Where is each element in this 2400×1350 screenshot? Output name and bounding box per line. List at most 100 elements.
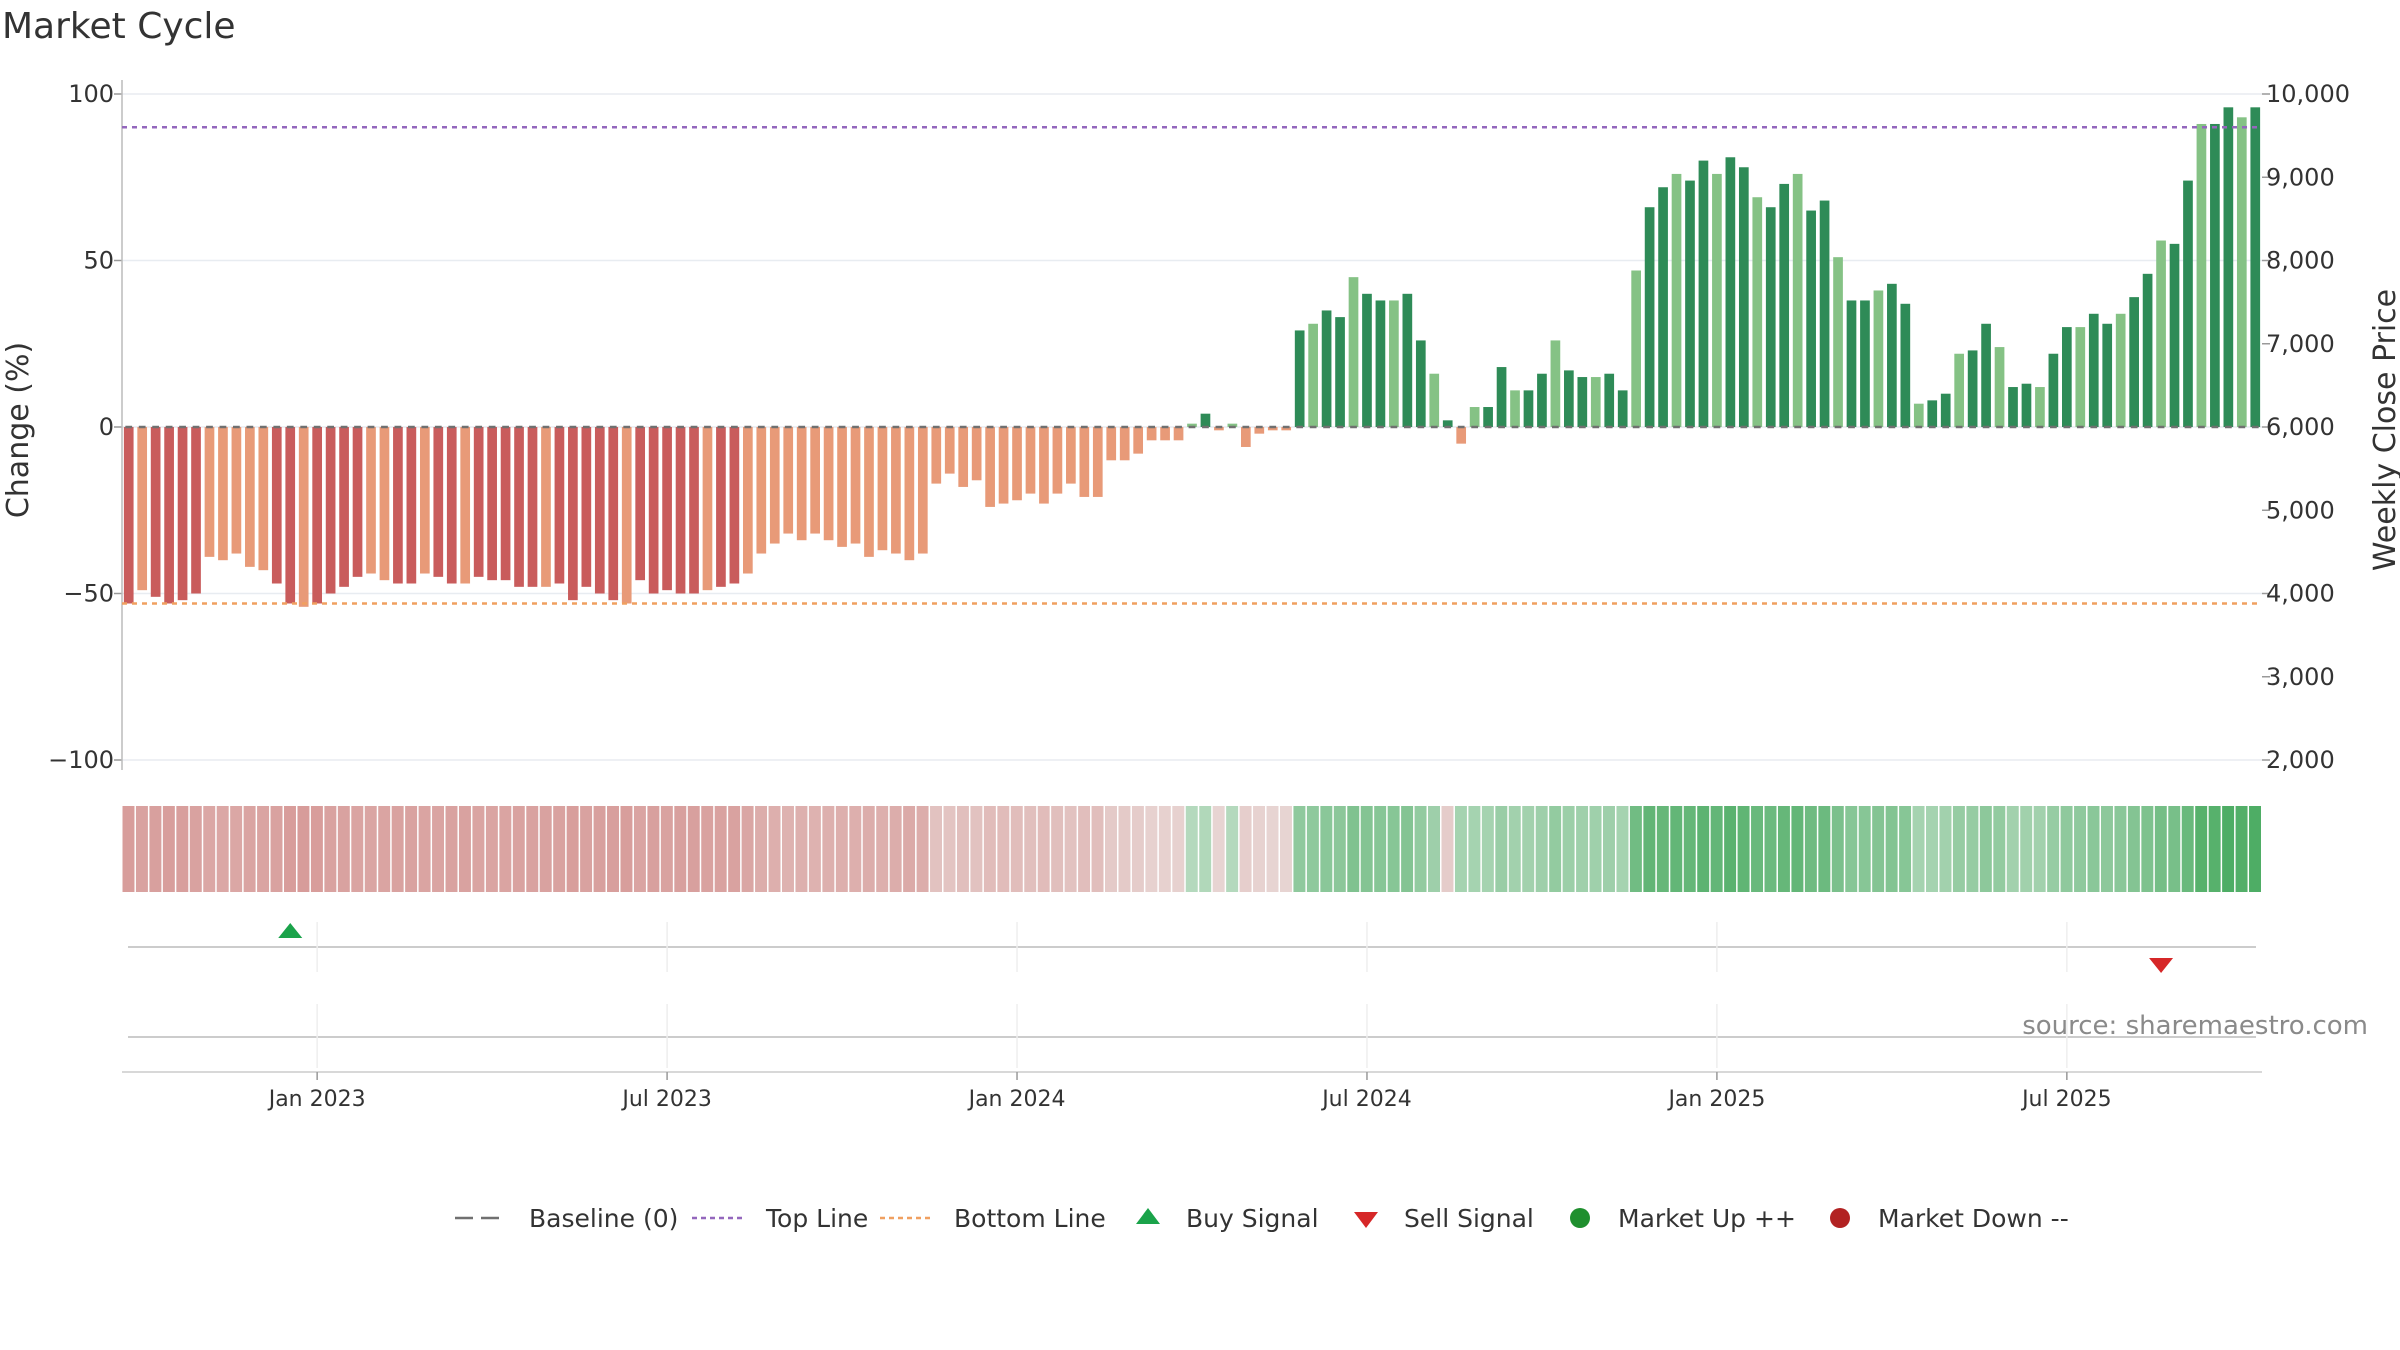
cycle-band-cell bbox=[2181, 806, 2194, 892]
bar bbox=[1940, 393, 1951, 427]
bar bbox=[177, 427, 188, 601]
bar bbox=[366, 427, 376, 574]
bars bbox=[123, 107, 2261, 607]
cycle-band-cell bbox=[2222, 806, 2235, 892]
cycle-band-cell bbox=[553, 806, 566, 892]
bar bbox=[581, 427, 592, 587]
cycle-band-cell bbox=[1333, 806, 1346, 892]
cycle-band-cell bbox=[1912, 806, 1925, 892]
bar bbox=[1348, 277, 1359, 427]
cycle-band-cell bbox=[1724, 806, 1737, 892]
bar bbox=[810, 427, 820, 534]
bar bbox=[1254, 427, 1265, 434]
bar bbox=[1079, 427, 1090, 497]
bar bbox=[2236, 117, 2247, 427]
y2-tick-label: 4,000 bbox=[2266, 580, 2335, 608]
bar bbox=[1631, 270, 1641, 427]
cycle-band-cell bbox=[162, 806, 175, 892]
bar bbox=[231, 427, 242, 554]
cycle-band-cell bbox=[2235, 806, 2248, 892]
bar bbox=[1725, 157, 1736, 427]
cycle-band-cell bbox=[391, 806, 404, 892]
bar bbox=[1590, 377, 1601, 427]
cycle-band-cell bbox=[472, 806, 485, 892]
cycle-band-cell bbox=[862, 806, 875, 892]
bar bbox=[1860, 300, 1870, 427]
cycle-band-cell bbox=[1037, 806, 1050, 892]
legend-triangle-down-icon bbox=[1354, 1212, 1378, 1228]
cycle-band-cell bbox=[432, 806, 445, 892]
cycle-band-cell bbox=[1374, 806, 1387, 892]
cycle-band-cell bbox=[337, 806, 350, 892]
cycle-band-cell bbox=[1589, 806, 1602, 892]
legend-label: Top Line bbox=[765, 1204, 868, 1233]
cycle-band-cell bbox=[1603, 806, 1615, 892]
bar bbox=[1496, 367, 1507, 427]
bar bbox=[1887, 283, 1897, 427]
cycle-band-cell bbox=[1320, 806, 1333, 892]
bar bbox=[1200, 413, 1211, 427]
bar bbox=[473, 427, 484, 577]
cycle-band-cell bbox=[1643, 806, 1656, 892]
bar bbox=[985, 427, 995, 507]
x-tick-label: Jul 2025 bbox=[2020, 1087, 2112, 1112]
cycle-band-cell bbox=[1253, 806, 1266, 892]
bar bbox=[1644, 207, 1655, 427]
bar bbox=[1012, 427, 1022, 501]
y-tick-label: 100 bbox=[68, 80, 114, 108]
cycle-band-cell bbox=[351, 806, 364, 892]
cycle-band-cell bbox=[1347, 806, 1360, 892]
bar bbox=[2075, 327, 2086, 427]
bar bbox=[796, 427, 807, 541]
cycle-band-cell bbox=[1024, 806, 1037, 892]
legend-item: Sell Signal bbox=[1354, 1204, 1534, 1233]
bar bbox=[1362, 293, 1372, 427]
bar bbox=[2223, 107, 2234, 427]
bar bbox=[621, 427, 632, 604]
bar bbox=[406, 427, 417, 584]
x-tick-label: Jul 2024 bbox=[1320, 1087, 1412, 1112]
cycle-band-cell bbox=[1737, 806, 1750, 892]
cycle-band-cell bbox=[378, 806, 391, 892]
bar bbox=[285, 427, 296, 604]
cycle-band-cell bbox=[1522, 806, 1535, 892]
y-tick-label: −50 bbox=[63, 580, 114, 608]
bar bbox=[1954, 353, 1965, 427]
cycle-band-cell bbox=[1845, 806, 1858, 892]
cycle-band-cell bbox=[1535, 806, 1548, 892]
cycle-band-cell bbox=[795, 806, 808, 892]
bar bbox=[1967, 350, 1978, 427]
bar bbox=[1994, 347, 2005, 427]
legend-item: Top Line bbox=[692, 1204, 868, 1233]
bar bbox=[716, 427, 726, 587]
cycle-band-cell bbox=[1199, 806, 1212, 892]
cycle-band-cell bbox=[364, 806, 377, 892]
bar bbox=[837, 427, 847, 547]
cycle-band-cell bbox=[2074, 806, 2087, 892]
bar bbox=[2129, 297, 2139, 427]
source-note: source: sharemaestro.com bbox=[2022, 1011, 2368, 1041]
bar bbox=[2061, 327, 2072, 427]
bar bbox=[1160, 427, 1170, 441]
legend-label: Buy Signal bbox=[1186, 1204, 1319, 1233]
bar bbox=[944, 427, 955, 474]
bar bbox=[971, 427, 982, 481]
bar bbox=[1119, 427, 1130, 461]
cycle-band-cell bbox=[580, 806, 593, 892]
cycle-band-cell bbox=[135, 806, 148, 892]
cycle-band-cell bbox=[1387, 806, 1400, 892]
bar bbox=[850, 427, 861, 544]
bar bbox=[1389, 300, 1399, 427]
cycle-band-cell bbox=[620, 806, 633, 892]
bar bbox=[339, 427, 349, 587]
bar bbox=[1281, 427, 1292, 431]
cycle-band-cell bbox=[741, 806, 754, 892]
bar bbox=[1267, 427, 1278, 431]
cycle-band-cell bbox=[916, 806, 929, 892]
bar bbox=[2102, 323, 2113, 427]
bar bbox=[204, 427, 215, 557]
bar bbox=[1698, 160, 1709, 427]
y-tick-label: 0 bbox=[99, 413, 114, 441]
cycle-band-cell bbox=[512, 806, 525, 892]
cycle-band-cell bbox=[1872, 806, 1885, 892]
